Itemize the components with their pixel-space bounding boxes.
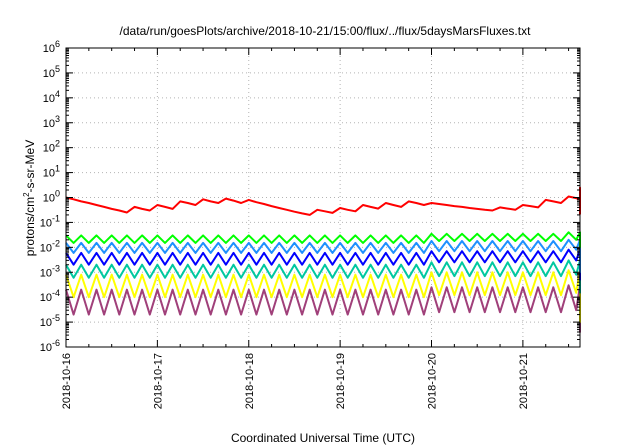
x-tick-labels: 2018-10-16 2018-10-17 2018-10-18 2018-10-19… (61, 353, 530, 409)
y-tick-label-base: 10 (40, 317, 52, 329)
x-axis-title: Coordinated Universal Time (UTC) (231, 431, 415, 445)
x-tick-label: 2018-10-20 (427, 353, 439, 409)
y-tick-label: 10-5 (40, 313, 60, 329)
y-tick-label-exp: 4 (55, 89, 60, 99)
y-tick-label-base: 10 (40, 342, 52, 354)
y-tick-label-base: 10 (43, 168, 55, 180)
y-tick-label: 10-6 (40, 338, 60, 354)
y-axis-title-base: protons/cm (23, 197, 37, 256)
y-tick-label-base: 10 (40, 292, 52, 304)
chart-title: /data/run/goesPlots/archive/2018-10-21/1… (120, 24, 532, 38)
y-tick-label-base: 10 (43, 43, 55, 55)
y-tick-label: 10-3 (40, 263, 60, 279)
y-tick-label: 10-2 (40, 238, 60, 254)
y-tick-label-exp: -4 (52, 288, 60, 298)
y-tick-label: 10-1 (40, 213, 60, 229)
y-tick-label-exp: -2 (52, 238, 60, 248)
y-tick-label: 100 (43, 189, 60, 205)
y-tick-label: 10-4 (40, 288, 60, 304)
y-tick-label: 104 (43, 89, 60, 105)
y-tick-label-exp: 2 (55, 139, 60, 149)
x-tick-label: 2018-10-19 (335, 353, 347, 409)
y-tick-label: 102 (43, 139, 60, 155)
y-tick-label-base: 10 (40, 217, 52, 229)
y-tick-label-base: 10 (43, 93, 55, 105)
y-tick-labels: 10-610-510-410-310-210-11001011021031041… (40, 39, 60, 354)
y-tick-label-exp: 1 (55, 164, 60, 174)
y-tick-label-exp: -1 (52, 213, 60, 223)
y-tick-label-base: 10 (40, 267, 52, 279)
y-tick-label-exp: -5 (52, 313, 60, 323)
y-tick-label-base: 10 (40, 242, 52, 254)
y-tick-label-base: 10 (43, 68, 55, 80)
y-tick-label-base: 10 (43, 143, 55, 155)
y-tick-label: 103 (43, 114, 60, 130)
y-axis-title-rest: -s-sr-MeV (23, 140, 37, 193)
y-tick-label-base: 10 (43, 193, 55, 205)
x-tick-label: 2018-10-16 (61, 353, 73, 409)
y-tick-label-exp: -6 (52, 338, 60, 348)
x-tick-label: 2018-10-21 (518, 353, 530, 409)
y-tick-label-exp: -3 (52, 263, 60, 273)
y-tick-label-base: 10 (43, 118, 55, 130)
series-line (65, 284, 581, 333)
series-line (65, 186, 581, 216)
grid (66, 48, 580, 347)
x-tick-label: 2018-10-17 (152, 353, 164, 409)
y-tick-label-exp: 6 (55, 39, 60, 49)
y-tick-label-exp: 3 (55, 114, 60, 124)
x-tick-label: 2018-10-18 (244, 353, 256, 409)
y-axis-title-sup: 2 (22, 192, 31, 197)
y-axis-title: protons/cm2-s-sr-MeV (22, 140, 37, 256)
ticks (65, 47, 580, 348)
y-tick-label-exp: 0 (55, 189, 60, 199)
y-tick-label-exp: 5 (55, 64, 60, 74)
y-tick-label: 106 (43, 39, 60, 55)
y-tick-label: 101 (43, 164, 60, 180)
y-tick-label: 105 (43, 64, 60, 80)
series-group (65, 186, 581, 333)
